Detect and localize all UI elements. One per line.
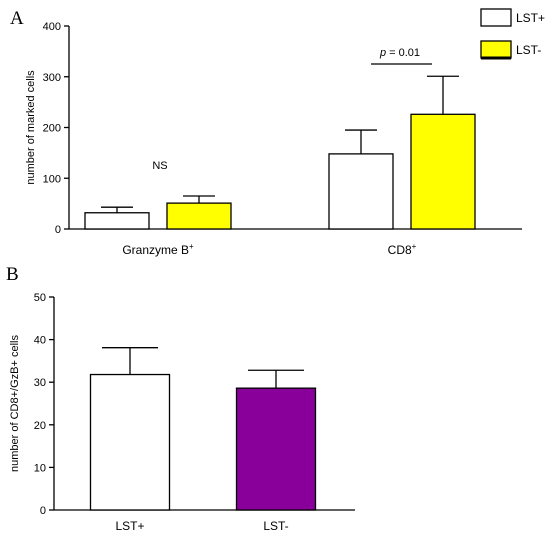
a-y-tick-label-3: 300 [43, 72, 61, 84]
a-y-tick-label-0: 0 [55, 224, 61, 236]
b-category-label-1: LST- [263, 519, 288, 533]
legend-label-lst-minus: LST- [516, 43, 541, 57]
b-y-tick-label-1: 10 [34, 462, 46, 474]
a-bar-lst-minus-1 [410, 113, 476, 230]
b-y-axis-title: number of CD8+/GzB+ cells [9, 335, 21, 472]
a-y-tick-label-4: 400 [43, 21, 61, 33]
p-value-annotation: p = 0.01 [379, 47, 420, 59]
b-y-tick-label-0: 0 [40, 505, 46, 517]
a-y-tick-label-2: 200 [43, 123, 61, 135]
panel-b-label: B [6, 264, 19, 285]
panel-b: B 0 10 20 30 40 50 number of CD8+/GzB+ cells LST… [6, 264, 355, 533]
panel-a-label: A [10, 8, 24, 29]
legend-label-lst-plus: LST+ [516, 11, 545, 25]
a-bar-lst-plus-0 [84, 212, 150, 230]
b-y-tick-label-5: 50 [34, 292, 46, 304]
b-bar-lst-minus [235, 387, 317, 511]
b-y-tick-label-3: 30 [34, 377, 46, 389]
a-category-label-0: Granzyme B+ [122, 242, 194, 257]
legend-swatch-lst-plus [480, 8, 512, 27]
a-y-tick-label-1: 100 [43, 173, 61, 185]
a-category-sup-1: + [412, 242, 417, 251]
a-bar-lst-plus-1 [328, 153, 394, 230]
ns-annotation: NS [152, 160, 167, 172]
b-y-tick-label-2: 20 [34, 420, 46, 432]
legend-swatch-lst-minus [480, 40, 512, 59]
a-bar-lst-minus-0 [166, 202, 232, 230]
b-y-tick-label-4: 40 [34, 335, 46, 347]
panel-a: A 0 100 200 300 400 number of marked cells Gran… [10, 8, 545, 257]
a-y-axis-title: number of marked cells [25, 70, 37, 185]
a-category-label-1: CD8+ [388, 242, 417, 257]
a-category-sup-0: + [189, 242, 194, 251]
b-category-label-0: LST+ [115, 519, 144, 533]
b-bar-lst-plus [89, 373, 171, 511]
p-value-symbol: p [379, 47, 386, 59]
